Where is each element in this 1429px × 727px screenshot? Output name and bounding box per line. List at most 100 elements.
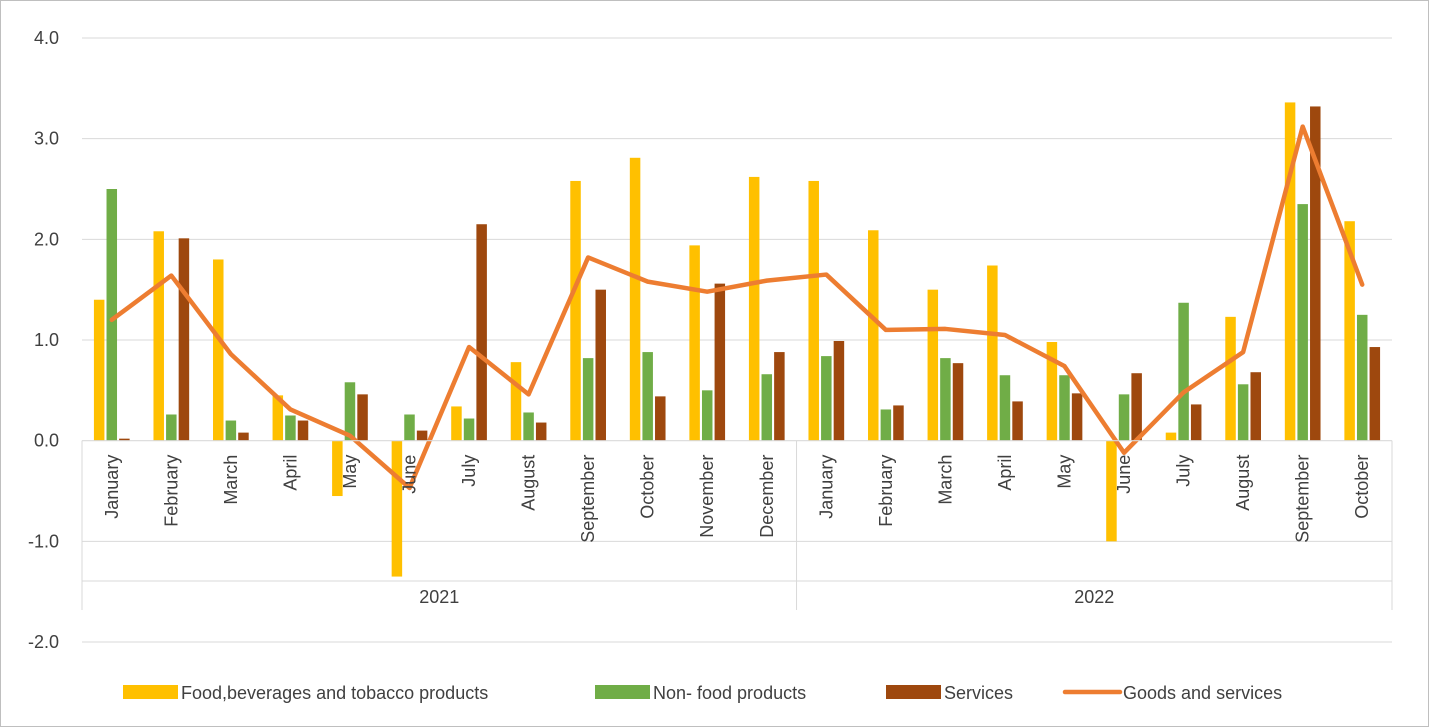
bar <box>833 341 845 441</box>
bar <box>1165 432 1177 441</box>
bar <box>344 382 356 441</box>
bar <box>1059 375 1070 441</box>
x-tick-label: June <box>1114 455 1134 494</box>
x-tick-label: December <box>757 455 777 538</box>
bar <box>510 362 522 441</box>
bar <box>166 414 177 441</box>
bar <box>272 395 284 441</box>
legend-label: Services <box>944 683 1013 703</box>
bar <box>106 189 118 441</box>
bar <box>416 430 428 441</box>
bar <box>1118 394 1130 441</box>
legend: Food,beverages and tobacco products Non- … <box>123 683 1282 703</box>
bar <box>238 432 249 441</box>
x-tick-label: November <box>697 455 717 538</box>
x-tick-label: March <box>935 455 955 505</box>
bar <box>940 358 951 441</box>
bar <box>595 289 606 441</box>
x-tick-label: August <box>1233 455 1253 511</box>
bar <box>523 412 534 441</box>
x-tick-label: April <box>995 455 1015 491</box>
bar <box>570 180 581 441</box>
bar <box>868 230 879 441</box>
y-tick-label: -1.0 <box>28 531 59 551</box>
bar <box>1190 404 1202 441</box>
x-axis: January February March April May June July Augu… <box>81 440 1393 610</box>
bar <box>225 420 237 441</box>
y-axis-tick-labels: 4.0 3.0 2.0 1.0 0.0 -1.0 -2.0 <box>28 28 59 652</box>
x-tick-label: June <box>400 455 420 494</box>
x-tick-label: September <box>578 455 598 543</box>
bar <box>927 289 939 441</box>
legend-label: Food,beverages and tobacco products <box>181 683 488 703</box>
bar <box>1369 347 1381 441</box>
x-group-label: 2022 <box>1074 587 1114 607</box>
y-tick-label: -2.0 <box>28 632 59 652</box>
series-line <box>109 124 1365 491</box>
bar <box>761 374 773 441</box>
bar <box>808 180 819 441</box>
bar <box>1071 393 1083 441</box>
legend-swatch <box>595 685 650 699</box>
x-tick-label: March <box>221 455 241 505</box>
y-tick-label: 1.0 <box>34 330 59 350</box>
line-series <box>109 124 1365 491</box>
bar <box>893 405 904 441</box>
bar <box>1344 221 1355 441</box>
x-tick-label: September <box>1293 455 1313 543</box>
x-tick-label: July <box>459 455 479 487</box>
bar <box>213 259 224 441</box>
y-tick-label: 3.0 <box>34 129 59 149</box>
y-tick-label: 2.0 <box>34 229 59 249</box>
bar-series <box>93 102 1381 577</box>
x-tick-label: January <box>816 455 836 519</box>
bar <box>1012 401 1023 441</box>
x-tick-label: January <box>102 455 122 519</box>
legend-label: Non- food products <box>653 683 806 703</box>
x-group-label: 2021 <box>419 587 459 607</box>
x-tick-label: October <box>1352 455 1372 519</box>
bar <box>1297 204 1308 441</box>
y-tick-label: 0.0 <box>34 431 59 451</box>
bar <box>285 415 296 441</box>
y-tick-label: 4.0 <box>34 28 59 48</box>
bar <box>1131 373 1142 441</box>
bar <box>1284 102 1296 441</box>
x-tick-label: August <box>519 455 539 511</box>
gridlines <box>82 37 1392 643</box>
bar <box>1237 384 1249 441</box>
bar <box>1178 302 1189 441</box>
x-tick-label: February <box>876 455 896 527</box>
bar <box>1356 314 1368 441</box>
bar <box>297 420 309 441</box>
bar <box>701 390 713 441</box>
bar <box>999 375 1011 441</box>
bar <box>689 245 700 441</box>
x-tick-label: May <box>1055 455 1075 489</box>
bar <box>178 238 190 441</box>
bar <box>119 438 130 441</box>
bar <box>463 418 475 441</box>
bar <box>357 394 368 441</box>
legend-swatch <box>886 685 941 699</box>
bar <box>821 356 832 441</box>
bar <box>642 352 653 441</box>
bar <box>535 422 547 441</box>
bar <box>404 414 415 441</box>
x-tick-label: May <box>340 455 360 489</box>
x-tick-label: February <box>161 455 181 527</box>
bar <box>714 283 726 441</box>
bar <box>880 409 892 441</box>
bar <box>748 176 760 441</box>
bar <box>476 224 487 441</box>
bar <box>629 157 641 441</box>
x-tick-label: July <box>1174 455 1194 487</box>
bar <box>655 396 666 441</box>
bar <box>1046 342 1058 441</box>
x-tick-label: October <box>638 455 658 519</box>
bar <box>774 352 785 441</box>
legend-label: Goods and services <box>1123 683 1282 703</box>
bar <box>451 406 462 441</box>
